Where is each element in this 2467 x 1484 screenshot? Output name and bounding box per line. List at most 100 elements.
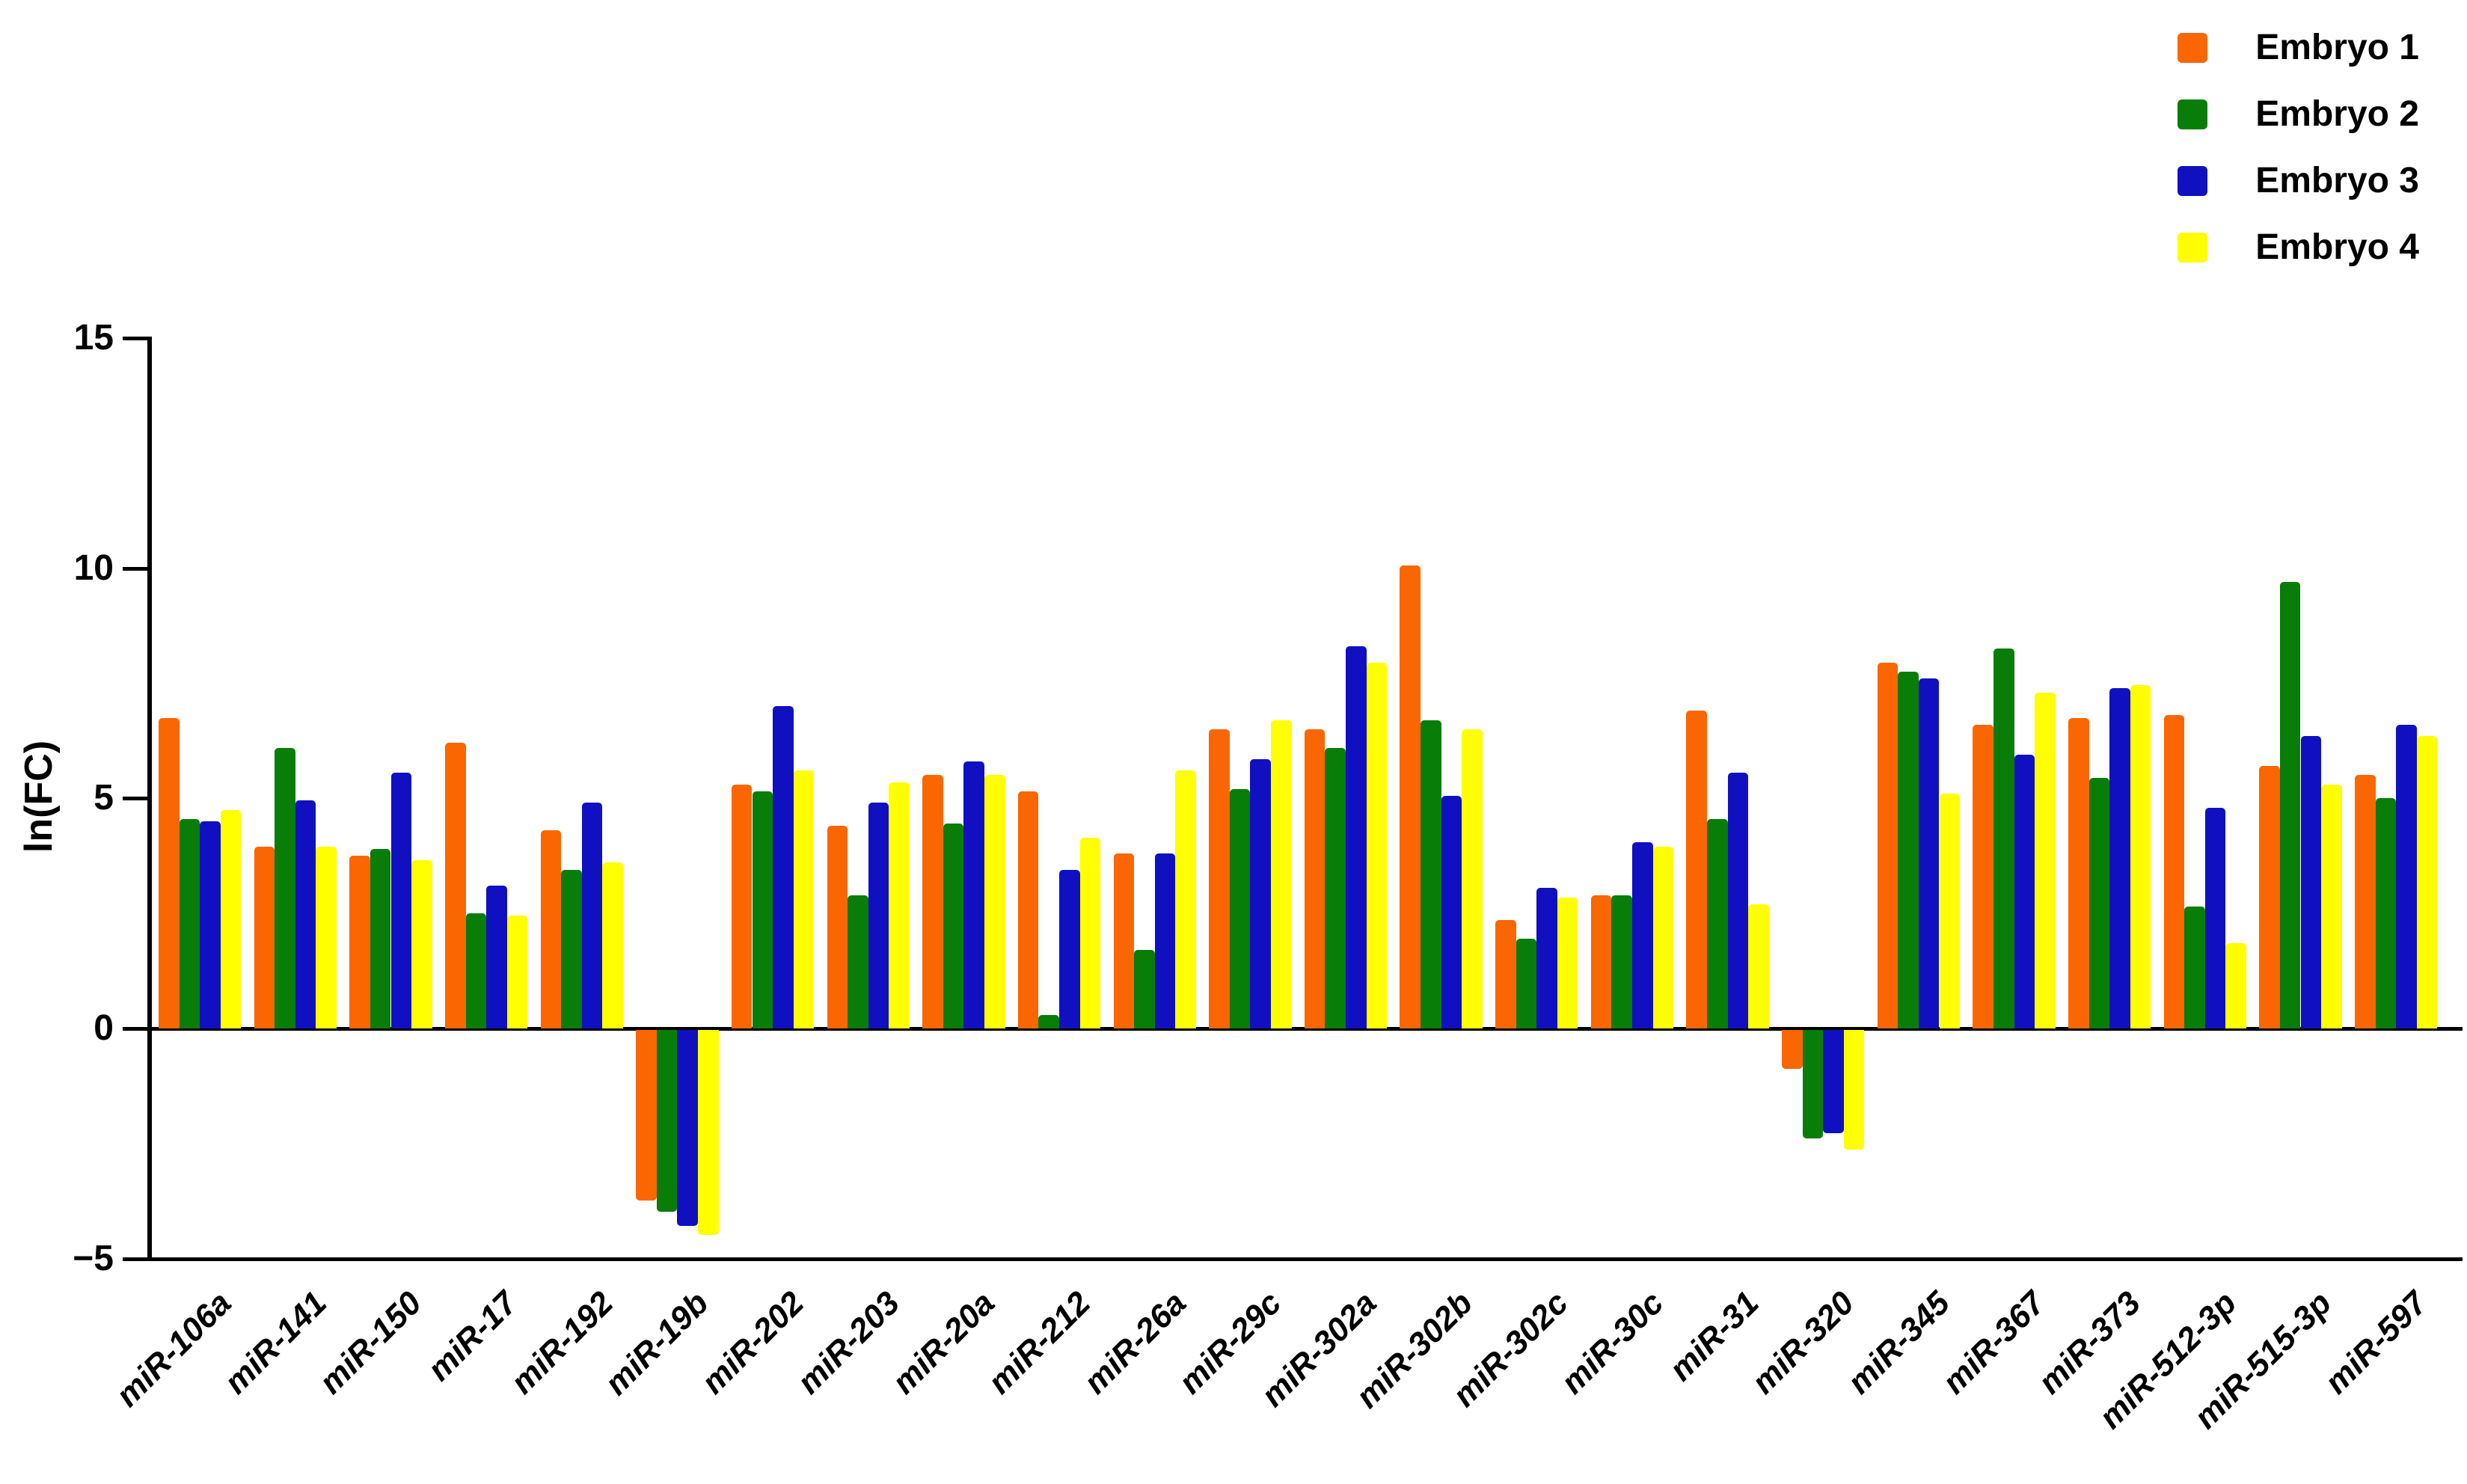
bar-miR-150-embryo-2 <box>370 848 391 1028</box>
legend-swatch <box>2178 99 2208 129</box>
bar-miR-150-embryo-4 <box>411 860 432 1028</box>
bar-miR-29c-embryo-1 <box>1209 729 1230 1028</box>
bar-miR-597-embryo-1 <box>2354 775 2376 1028</box>
legend: Embryo 1 Embryo 2 Embryo 3 Embryo 4 <box>2178 27 2419 268</box>
bar-miR-212-embryo-3 <box>1059 869 1080 1028</box>
x-tick-label-miR-106a: miR-106a <box>108 1284 239 1414</box>
x-tick-label-miR-212: miR-212 <box>981 1284 1098 1402</box>
bar-miR-26a-embryo-2 <box>1134 950 1155 1028</box>
bar-miR-512-3p-embryo-1 <box>2163 715 2185 1028</box>
bar-miR-202-embryo-1 <box>731 784 753 1028</box>
x-tick-label-miR-203: miR-203 <box>790 1284 907 1402</box>
bar-miR-345-embryo-4 <box>1939 794 1961 1028</box>
x-tick-label-miR-19b: miR-19b <box>598 1284 716 1402</box>
bar-miR-367-embryo-4 <box>2035 692 2056 1028</box>
bar-miR-141-embryo-1 <box>254 846 275 1028</box>
y-tick-label: −5 <box>73 1238 114 1278</box>
x-tick-label-miR-345: miR-345 <box>1840 1284 1957 1402</box>
bar-miR-19b-embryo-4 <box>698 1030 719 1235</box>
bar-miR-373-embryo-1 <box>2068 717 2089 1028</box>
bar-miR-302c-embryo-2 <box>1516 938 1537 1028</box>
bar-miR-367-embryo-3 <box>2014 754 2035 1028</box>
bar-miR-30c-embryo-2 <box>1611 895 1632 1028</box>
bar-miR-212-embryo-1 <box>1017 791 1039 1028</box>
bar-miR-512-3p-embryo-2 <box>2184 906 2205 1028</box>
bar-miR-515-3p-embryo-3 <box>2300 736 2322 1028</box>
bar-miR-302b-embryo-3 <box>1441 796 1462 1028</box>
bar-miR-150-embryo-3 <box>390 773 412 1028</box>
x-tick-label-miR-367: miR-367 <box>1935 1284 2053 1402</box>
bar-miR-26a-embryo-1 <box>1113 853 1135 1028</box>
bar-miR-512-3p-embryo-3 <box>2204 807 2226 1028</box>
bar-miR-31-embryo-2 <box>1707 818 1728 1028</box>
bar-miR-367-embryo-2 <box>1993 649 2014 1028</box>
bar-miR-30c-embryo-4 <box>1652 846 1674 1028</box>
y-tick-mark <box>123 566 147 571</box>
legend-label: Embryo 2 <box>2255 94 2419 134</box>
bar-miR-202-embryo-4 <box>793 770 815 1028</box>
bar-miR-302c-embryo-4 <box>1557 897 1578 1028</box>
bar-miR-17-embryo-3 <box>486 886 507 1028</box>
x-tick-label-miR-26a: miR-26a <box>1076 1284 1193 1402</box>
bar-miR-512-3p-embryo-4 <box>2225 943 2247 1028</box>
bar-miR-192-embryo-1 <box>540 830 562 1028</box>
legend-item: Embryo 3 <box>2178 160 2419 201</box>
bar-miR-203-embryo-4 <box>889 782 910 1028</box>
bar-miR-373-embryo-3 <box>2109 687 2130 1028</box>
legend-item: Embryo 2 <box>2178 93 2419 135</box>
x-tick-label-miR-141: miR-141 <box>217 1284 334 1402</box>
bar-miR-29c-embryo-3 <box>1250 758 1271 1028</box>
bar-miR-597-embryo-2 <box>2375 798 2397 1028</box>
bar-miR-302b-embryo-2 <box>1421 720 1441 1028</box>
y-tick-label: 5 <box>94 778 114 818</box>
bar-miR-106a-embryo-4 <box>220 809 242 1028</box>
bar-miR-29c-embryo-2 <box>1229 788 1251 1028</box>
bar-miR-302a-embryo-3 <box>1346 646 1367 1028</box>
x-tick-label-miR-30c: miR-30c <box>1554 1284 1670 1402</box>
bar-miR-31-embryo-3 <box>1727 773 1749 1028</box>
legend-label: Embryo 3 <box>2255 161 2419 200</box>
bar-miR-320-embryo-1 <box>1782 1030 1803 1070</box>
bar-miR-17-embryo-1 <box>444 743 466 1028</box>
bar-miR-20a-embryo-4 <box>984 775 1005 1028</box>
x-tick-label-miR-150: miR-150 <box>312 1284 429 1402</box>
bar-miR-141-embryo-3 <box>295 800 316 1028</box>
y-tick-mark <box>123 1257 147 1261</box>
y-tick-label: 15 <box>73 317 114 358</box>
bar-miR-320-embryo-4 <box>1843 1030 1865 1150</box>
bar-miR-373-embryo-2 <box>2088 777 2110 1028</box>
x-axis-line <box>147 1257 2463 1261</box>
bar-miR-20a-embryo-2 <box>943 824 964 1028</box>
legend-swatch <box>2178 32 2208 63</box>
y-tick-mark <box>123 797 147 801</box>
bar-miR-106a-embryo-1 <box>159 717 180 1028</box>
bar-miR-106a-embryo-2 <box>179 818 200 1028</box>
bar-miR-203-embryo-2 <box>848 895 868 1028</box>
legend-label: Embryo 1 <box>2255 28 2419 67</box>
bar-miR-30c-embryo-3 <box>1631 841 1653 1028</box>
bar-miR-302c-embryo-1 <box>1495 920 1516 1028</box>
bar-miR-141-embryo-4 <box>316 846 337 1028</box>
bar-miR-106a-embryo-3 <box>200 821 221 1028</box>
bar-miR-597-embryo-3 <box>2396 724 2417 1028</box>
bar-miR-345-embryo-1 <box>1877 662 1898 1028</box>
bar-miR-19b-embryo-2 <box>656 1030 678 1212</box>
bar-miR-30c-embryo-1 <box>1590 895 1612 1028</box>
legend-item: Embryo 1 <box>2178 27 2419 68</box>
bar-miR-202-embryo-3 <box>773 706 794 1028</box>
legend-swatch <box>2178 232 2208 263</box>
bar-miR-26a-embryo-4 <box>1175 770 1196 1028</box>
bar-miR-150-embryo-1 <box>349 856 370 1028</box>
x-tick-label-miR-20a: miR-20a <box>885 1284 1002 1402</box>
bar-miR-302a-embryo-2 <box>1325 747 1346 1028</box>
x-tick-label-miR-597: miR-597 <box>2317 1284 2435 1402</box>
bar-miR-203-embryo-3 <box>868 803 889 1028</box>
bar-miR-17-embryo-4 <box>506 916 528 1028</box>
y-tick-label: 0 <box>94 1008 114 1048</box>
bar-miR-212-embryo-4 <box>1079 837 1101 1028</box>
bar-miR-192-embryo-4 <box>602 862 623 1028</box>
bar-miR-19b-embryo-1 <box>636 1030 657 1201</box>
legend-label: Embryo 4 <box>2255 227 2419 267</box>
bar-miR-141-embryo-2 <box>275 747 295 1028</box>
